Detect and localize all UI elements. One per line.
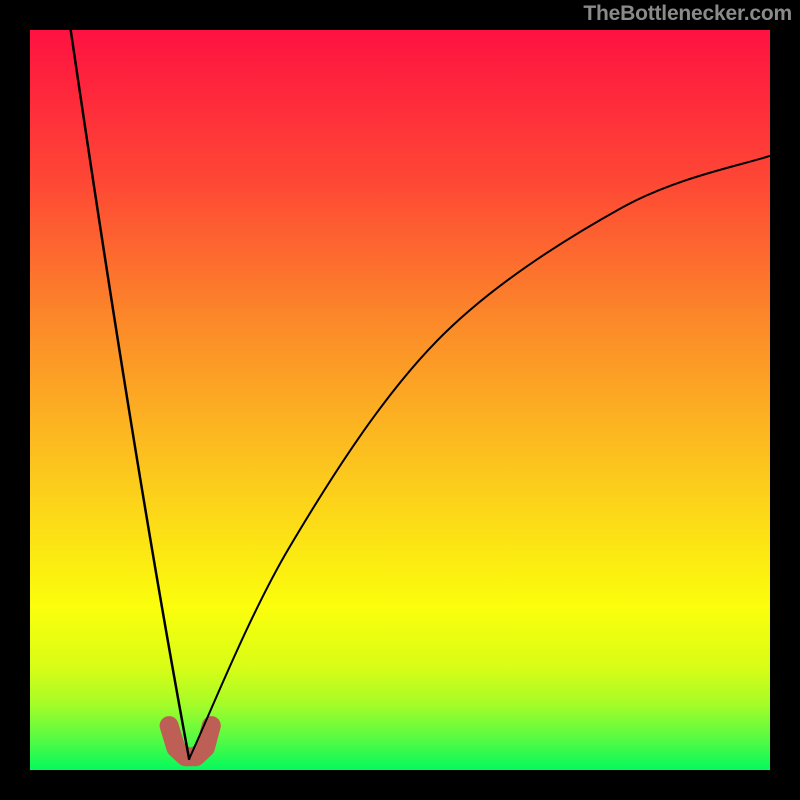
gradient-background <box>30 30 770 770</box>
chart-canvas: TheBottlenecker.com <box>0 0 800 800</box>
bottleneck-chart <box>0 0 800 800</box>
watermark-label: TheBottlenecker.com <box>583 2 792 26</box>
